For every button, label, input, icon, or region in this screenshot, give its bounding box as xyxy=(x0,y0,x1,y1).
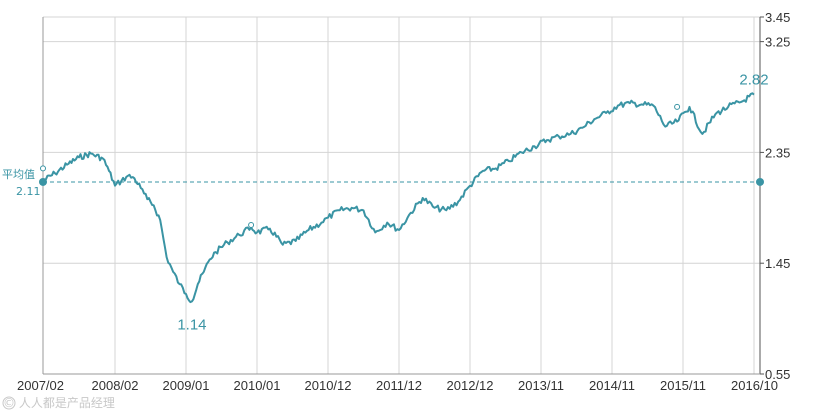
x-tick-label: 2012/12 xyxy=(447,378,494,393)
series-line xyxy=(42,92,755,304)
x-tick-label: 2008/02 xyxy=(92,378,139,393)
x-tick-label: 2016/10 xyxy=(731,378,778,393)
x-tick-label: 2010/12 xyxy=(305,378,352,393)
x-tick-label: 2014/11 xyxy=(589,378,635,393)
series-point-marker xyxy=(248,222,255,229)
series-point-marker xyxy=(40,165,46,172)
y-tick-label: 1.45 xyxy=(765,256,790,271)
series-point-marker xyxy=(674,103,681,110)
max-value-label: 2.82 xyxy=(739,72,768,89)
average-value-label: 2.11 xyxy=(16,185,41,198)
min-value-label: 1.14 xyxy=(177,316,206,333)
average-marker-right xyxy=(756,177,764,186)
x-tick-label: 2013/11 xyxy=(518,378,564,393)
y-tick-label: 2.35 xyxy=(765,145,790,160)
x-tick-label: 2011/12 xyxy=(376,378,422,393)
watermark: © 人人都是产品经理 xyxy=(2,396,115,410)
x-tick-label: 2007/02 xyxy=(17,378,64,393)
labels: 0.55 1.45 2.35 3.25 3.45 2007/02 2008/02 2009/0… xyxy=(2,10,790,393)
copyright-icon xyxy=(2,396,16,410)
y-tick-label: 0.55 xyxy=(765,367,790,382)
y-tick-label: 3.25 xyxy=(765,35,790,50)
watermark-text: © 人人都是产品经理 xyxy=(3,396,115,410)
x-tick-label: 2010/01 xyxy=(234,378,281,393)
axes xyxy=(42,16,764,375)
y-tick-label: 3.45 xyxy=(765,10,790,25)
x-tick-label: 2009/01 xyxy=(163,378,210,393)
average-label: 平均值 xyxy=(2,168,35,181)
series xyxy=(39,92,764,304)
grid xyxy=(42,16,760,375)
x-tick-label: 2015/11 xyxy=(660,378,706,393)
